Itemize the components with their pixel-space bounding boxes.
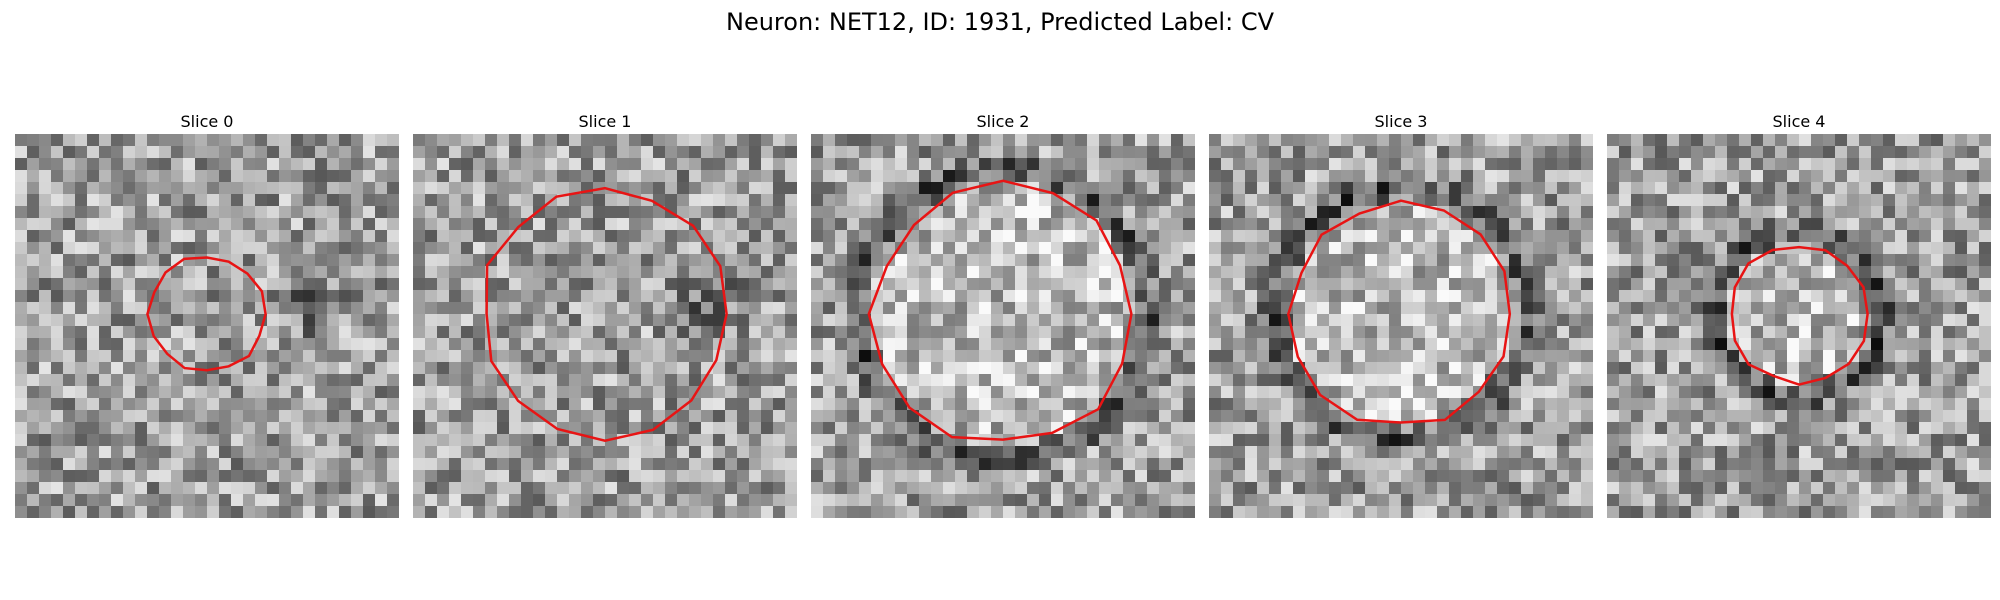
slice-image <box>811 134 1195 518</box>
slice-panel-2: Slice 2 <box>811 110 1195 518</box>
slice-panel-3: Slice 3 <box>1209 110 1593 518</box>
slice-title: Slice 4 <box>1772 112 1826 131</box>
segmentation-contour <box>1730 245 1869 386</box>
figure-title: Neuron: NET12, ID: 1931, Predicted Label… <box>726 8 1274 36</box>
slice-panel-4: Slice 4 <box>1607 110 1991 518</box>
slice-title: Slice 0 <box>180 112 234 131</box>
segmentation-contour <box>1287 199 1512 424</box>
slice-panel-1: Slice 1 <box>413 110 797 518</box>
slice-image <box>1209 134 1593 518</box>
slice-panel-0: Slice 0 <box>15 110 399 518</box>
segmentation-contour <box>867 179 1133 441</box>
slice-title: Slice 2 <box>976 112 1030 131</box>
slice-title: Slice 1 <box>578 112 632 131</box>
slice-title: Slice 3 <box>1374 112 1428 131</box>
slice-image <box>1607 134 1991 518</box>
slice-image <box>413 134 797 518</box>
segmentation-contour <box>146 256 267 372</box>
segmentation-contour <box>485 186 728 442</box>
slice-image <box>15 134 399 518</box>
